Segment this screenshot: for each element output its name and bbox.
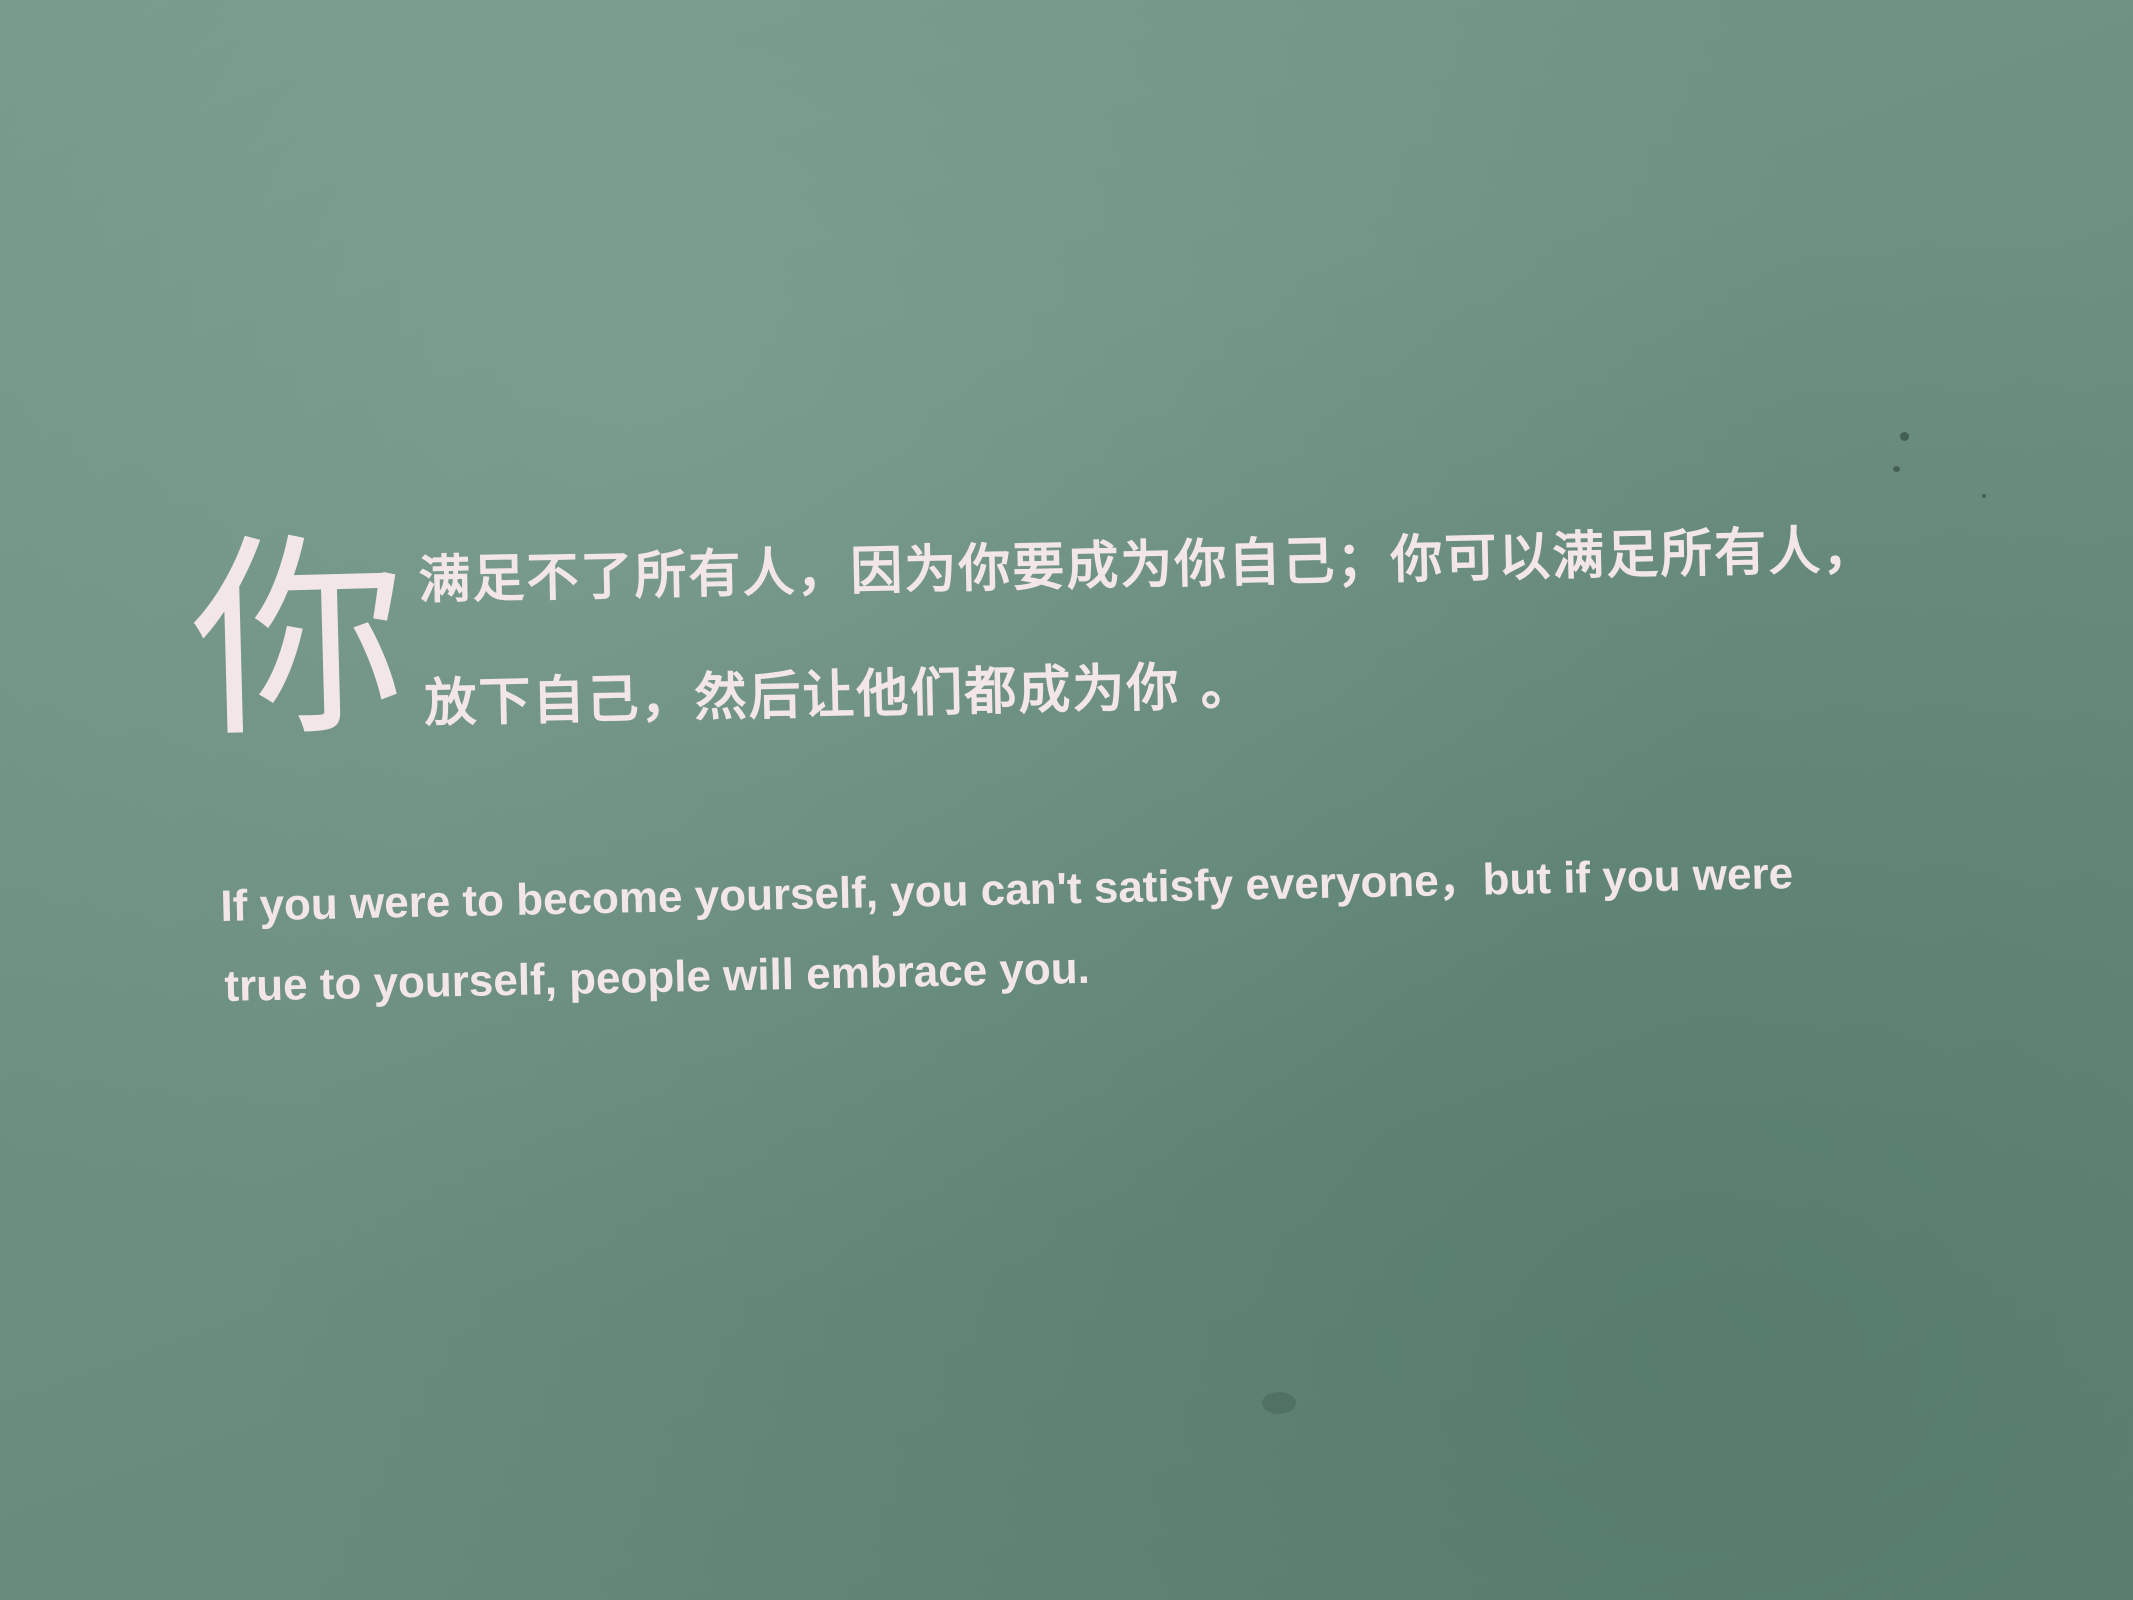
big-character: 你 [187,511,410,768]
chinese-quote-line-2: 放下自己，然后让他们都成为你 。 [423,656,1256,734]
chalk-speck [1900,432,1909,441]
chalk-smudge [1262,1392,1296,1414]
english-quote-line-2: true to yourself, people will embrace yo… [223,943,1091,1011]
chinese-quote-line-1: 满足不了所有人，因为你要成为你自己；你可以满足所有人， [417,520,1877,611]
english-quote-line-1: If you were to become yourself, you can'… [219,849,1794,931]
chalk-speck [1982,494,1986,498]
chalk-speck [1893,466,1900,472]
